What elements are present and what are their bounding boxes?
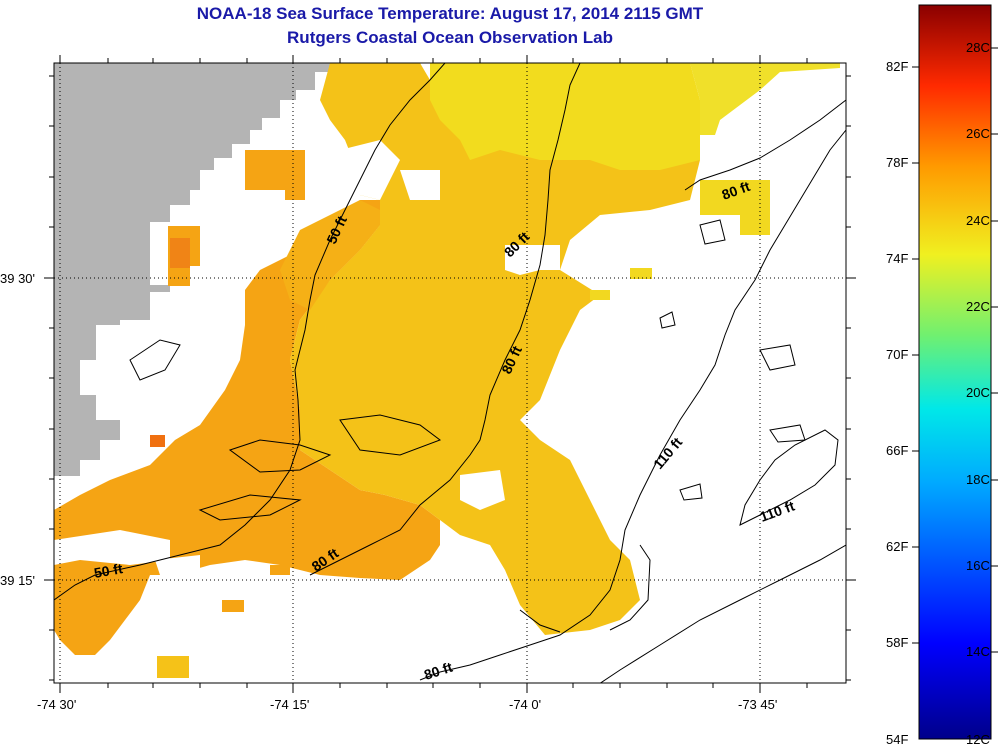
colorbar — [918, 4, 992, 740]
colorbar-c-label: 24C — [966, 213, 990, 228]
colorbar-f-label: 70F — [886, 347, 909, 362]
colorbar-c-label: 26C — [966, 126, 990, 141]
colorbar-f-label: 78F — [886, 155, 909, 170]
moderate-water — [290, 63, 700, 635]
colorbar-c-label: 28C — [966, 40, 990, 55]
colorbar-f-label: 74F — [886, 251, 909, 266]
contour-label: 50 ft — [93, 560, 124, 581]
colorbar-f-label: 62F — [886, 539, 909, 554]
colorbar-c-label: 12C — [966, 732, 990, 747]
colorbar-f-label: 82F — [886, 59, 909, 74]
colorbar-f-label: 66F — [886, 443, 909, 458]
lon-label: -73 45' — [738, 697, 778, 712]
lon-label: -74 15' — [270, 697, 310, 712]
land-area — [54, 63, 332, 476]
colorbar-c-label: 18C — [966, 472, 990, 487]
colorbar-c-label: 22C — [966, 299, 990, 314]
map-title: NOAA-18 Sea Surface Temperature: August … — [196, 4, 704, 23]
lon-label: -74 30' — [37, 697, 77, 712]
lat-label: 39 15' — [0, 573, 36, 588]
colorbar-f-label: 58F — [886, 635, 909, 650]
colorbar-c-label: 14C — [966, 644, 990, 659]
colorbar-f-label: 54F — [886, 732, 909, 747]
colorbar-c-label: 16C — [966, 558, 990, 573]
lon-label: -74 0' — [509, 697, 542, 712]
map-subtitle: Rutgers Coastal Ocean Observation Lab — [287, 28, 613, 47]
colorbar-c-label: 20C — [966, 385, 990, 400]
lat-label: 39 30' — [0, 271, 36, 286]
